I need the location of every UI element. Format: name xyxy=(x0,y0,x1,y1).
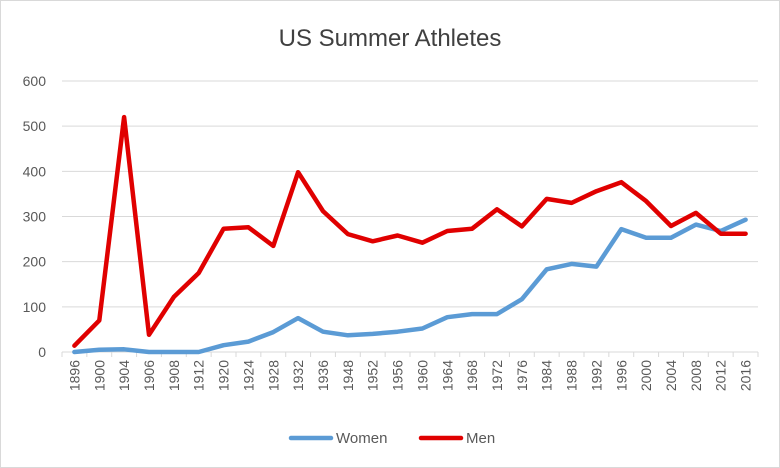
x-tick-label: 1948 xyxy=(340,360,356,391)
x-tick-label: 1976 xyxy=(514,360,530,391)
y-tick-label: 400 xyxy=(23,163,47,179)
x-tick-label: 1992 xyxy=(588,360,604,391)
y-tick-label: 600 xyxy=(23,73,47,89)
x-tick-label: 2012 xyxy=(713,360,729,391)
x-tick-label: 1988 xyxy=(564,360,580,391)
x-tick-label: 1908 xyxy=(166,360,182,391)
chart-title: US Summer Athletes xyxy=(279,25,502,52)
series-line-men xyxy=(72,114,748,348)
series-lines xyxy=(72,114,748,355)
x-tick-label: 1972 xyxy=(489,360,505,391)
x-tick-label: 1952 xyxy=(365,360,381,391)
x-tick-label: 2004 xyxy=(663,360,679,391)
x-tick-label: 1996 xyxy=(613,360,629,391)
y-tick-label: 0 xyxy=(38,344,46,360)
x-tick-label: 1960 xyxy=(414,360,430,391)
gridlines xyxy=(62,80,758,308)
x-tick-label: 1936 xyxy=(315,360,331,391)
y-tick-label: 300 xyxy=(23,209,47,225)
y-tick-label: 200 xyxy=(23,254,47,270)
x-tick-label: 2008 xyxy=(688,360,704,391)
x-tick-label: 1984 xyxy=(539,360,555,391)
x-tick-label: 1956 xyxy=(390,360,406,391)
axes: 0 100 200 300 400 500 600 1896 1900 1904 1906 1908 1… xyxy=(23,73,759,391)
x-tick-label: 2016 xyxy=(738,360,754,391)
x-tick-label: 1932 xyxy=(290,360,306,391)
legend[interactable]: Women Men xyxy=(288,430,495,447)
x-tick-label: 1896 xyxy=(66,360,82,391)
x-tick-label: 1912 xyxy=(191,360,207,391)
x-tick-label: 2000 xyxy=(638,360,654,391)
x-tick-label: 1928 xyxy=(265,360,281,391)
x-tick-label: 1920 xyxy=(216,360,232,391)
legend-item-women[interactable]: Women xyxy=(288,430,387,447)
x-tick-label: 1900 xyxy=(91,360,107,391)
x-tick-label: 1904 xyxy=(116,360,132,391)
legend-item-men[interactable]: Men xyxy=(418,430,495,447)
series-line-women xyxy=(72,217,748,355)
legend-label: Women xyxy=(336,430,387,447)
y-tick-label: 100 xyxy=(23,299,47,315)
x-tick-label: 1968 xyxy=(464,360,480,391)
x-tick-label: 1924 xyxy=(240,360,256,391)
x-tick-label: 1906 xyxy=(141,360,157,391)
x-tick-label: 1964 xyxy=(439,360,455,391)
legend-label: Men xyxy=(466,430,495,447)
y-tick-label: 500 xyxy=(23,118,47,134)
